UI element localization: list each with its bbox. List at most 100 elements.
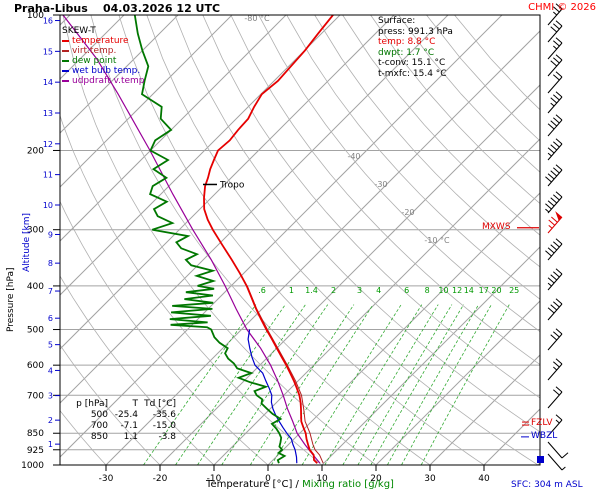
svg-text:-20: -20 [153, 474, 168, 484]
svg-text:-40: -40 [347, 152, 360, 161]
svg-text:10: 10 [43, 201, 53, 210]
legend-swatch [62, 49, 69, 52]
wind-barb [547, 37, 563, 60]
svg-text:15: 15 [43, 47, 53, 56]
svg-text:1.4: 1.4 [305, 286, 318, 295]
svg-text:600: 600 [27, 361, 44, 371]
wind-barb [547, 453, 566, 471]
svg-text:3: 3 [357, 286, 362, 295]
svg-text:5: 5 [48, 341, 53, 350]
svg-text:2: 2 [331, 286, 336, 295]
sounding-curves [62, 15, 334, 464]
surface-panel-title: Surface: [378, 16, 416, 26]
svg-text:0: 0 [265, 474, 271, 484]
wind-barb [545, 238, 563, 261]
svg-text:6: 6 [48, 314, 53, 323]
legend-swatch [62, 59, 69, 62]
svg-text:10: 10 [438, 286, 448, 295]
legend-item: wet bulb temp. [62, 66, 145, 76]
temperature-axis-label: Temperature [°C] [206, 479, 293, 490]
svg-text:16: 16 [43, 17, 53, 26]
legend-item-label: wet bulb temp. [72, 66, 141, 76]
station-elevation-label: SFC: 304 m ASL [511, 480, 583, 490]
legend-swatch [62, 69, 69, 72]
svg-text:20: 20 [370, 474, 382, 484]
dry-adiabat-lines [60, 15, 540, 465]
wind-barb [547, 441, 569, 459]
table-cell: -35.6 [152, 410, 176, 420]
pressure-axis-label: Pressure [hPa] [6, 267, 16, 332]
wind-barb [547, 54, 563, 77]
legend-item: virt.temp. [62, 46, 145, 56]
svg-text:6: 6 [404, 286, 409, 295]
table-cell: -3.8 [158, 432, 176, 442]
legend: SKEW-T temperature virt.temp. dew point wet… [62, 26, 145, 86]
x-axis-title: Temperature [°C] / Mixing ratio [g/kg] [60, 479, 540, 490]
surface-elevation-marker [537, 456, 544, 463]
svg-text:850: 850 [27, 429, 44, 439]
wind-barb [547, 71, 563, 94]
wind-barb [547, 211, 563, 234]
svg-text:-20: -20 [401, 208, 414, 217]
wind-barb [545, 164, 563, 187]
legend-title: SKEW-T [62, 26, 96, 36]
legend-item: udpdraft v.temp [62, 76, 145, 86]
legend-item-label: temperature [72, 36, 129, 46]
background-grid [60, 15, 540, 465]
surface-panel-line: t-mxfc: 15.4 °C [378, 68, 447, 79]
svg-text:300: 300 [27, 226, 44, 236]
wind-barb [547, 386, 563, 409]
table-cell: 700 [90, 421, 108, 431]
svg-text:1000: 1000 [21, 461, 44, 471]
surface-panel-lines: press: 991.3 hPa temp: 8.8 °C dwpt: 1.7 °C… [378, 27, 453, 80]
table-cell: -15.0 [152, 421, 176, 431]
wind-barb [547, 328, 563, 351]
svg-text:3: 3 [48, 392, 53, 401]
svg-text:Tropo: Tropo [219, 180, 245, 190]
svg-text:4: 4 [376, 286, 381, 295]
svg-text:100: 100 [27, 11, 44, 21]
svg-text:12: 12 [452, 286, 462, 295]
table-cell: 500 [90, 410, 108, 420]
wind-barb [547, 358, 563, 381]
table-header-row: p [hPa] T Td [°C] [72, 399, 176, 410]
legend-item-label: dew point [72, 56, 117, 66]
surface-panel-line: dwpt: 1.7 °C [378, 47, 435, 58]
freezing-level-label: FZLV [531, 418, 553, 428]
wind-barb [547, 20, 563, 43]
svg-text:-10: -10 [207, 474, 222, 484]
svg-text:400: 400 [27, 282, 44, 292]
wind-barb [547, 268, 563, 291]
svg-text:9: 9 [48, 230, 53, 239]
wind-barb [545, 191, 563, 214]
svg-text:20: 20 [491, 286, 501, 295]
svg-text:925: 925 [27, 446, 44, 456]
table-cell: -25.4 [114, 410, 138, 420]
svg-text:1: 1 [289, 286, 294, 295]
wetbulb-curve [247, 329, 298, 464]
svg-text:2: 2 [48, 416, 53, 425]
svg-text:13: 13 [43, 109, 53, 118]
svg-text:8: 8 [48, 259, 53, 268]
svg-text:10: 10 [316, 474, 328, 484]
wind-barb [547, 414, 563, 437]
svg-text:.6: .6 [258, 286, 266, 295]
svg-text:25: 25 [509, 286, 519, 295]
table-cell: Td [°C] [144, 399, 176, 409]
table-row: 500 -25.4 -35.6 [72, 410, 176, 421]
station-name: Praha-Libus [14, 2, 88, 15]
legend-swatch [62, 39, 69, 42]
plot-border [59, 14, 541, 466]
wetbulb-zero-level-label: WBZL [531, 431, 558, 441]
table-cell: 850 [90, 432, 108, 442]
max-wind-level-label: MXWS [482, 222, 511, 232]
level-edge-markers [517, 227, 544, 463]
surface-panel-line: press: 991.3 hPa [378, 26, 453, 37]
table-row: 850 1.1 -3.8 [72, 432, 176, 443]
mixing-ratio-labels: .6 1 1.4 2 3 4 6 8 10 12 14 17 20 25 [258, 286, 519, 295]
svg-text:14: 14 [464, 286, 474, 295]
legend-item: temperature [62, 36, 145, 46]
mixing-ratio-axis-label: Mixing ratio [g/kg] [302, 479, 394, 490]
svg-text:4: 4 [48, 366, 53, 375]
